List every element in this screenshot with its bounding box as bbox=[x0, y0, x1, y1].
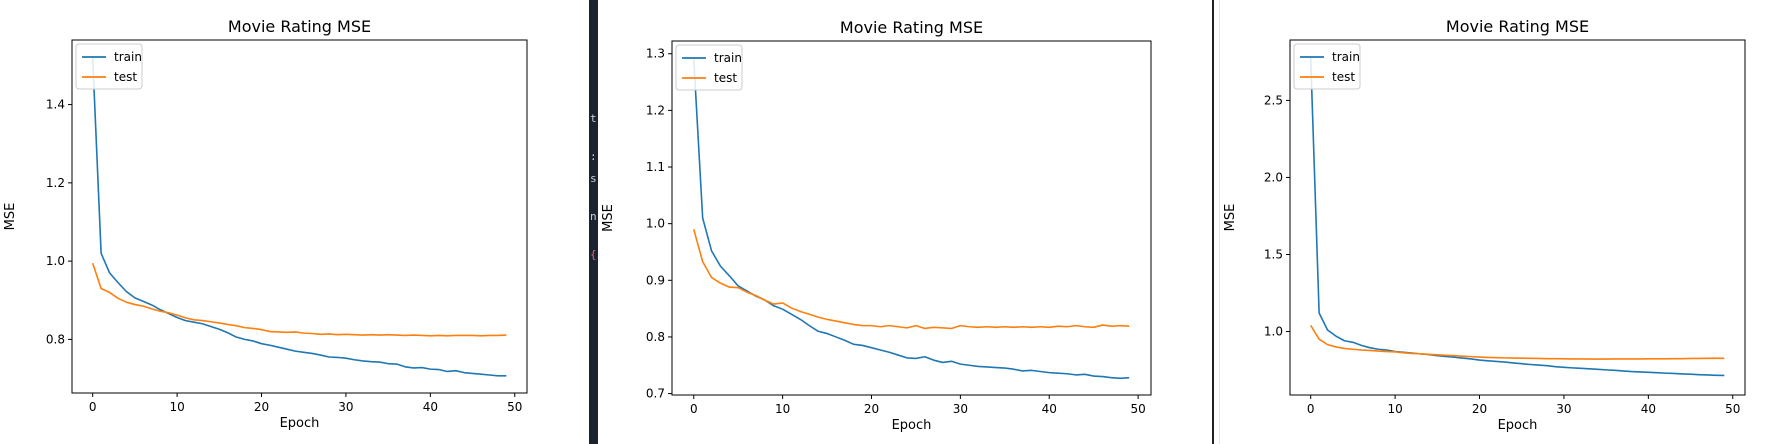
legend-label-test: test bbox=[114, 70, 137, 84]
series-line-test bbox=[1309, 324, 1725, 360]
plot-frame bbox=[71, 39, 528, 394]
y-tick-label: 1.2 bbox=[46, 176, 65, 190]
terminal-glyph-5: {i bbox=[590, 248, 598, 261]
y-tick-label: 2.5 bbox=[1264, 93, 1283, 107]
terminal-glyph-1: t bbox=[590, 112, 597, 125]
series-line-test bbox=[91, 262, 507, 337]
chart-title: Movie Rating MSE bbox=[228, 17, 371, 36]
legend-label-train: train bbox=[1332, 50, 1360, 64]
y-tick-label: 2.0 bbox=[1264, 170, 1283, 184]
x-tick-label: 10 bbox=[1387, 402, 1402, 416]
legend-label-train: train bbox=[714, 51, 742, 65]
y-tick-label: 0.7 bbox=[646, 387, 665, 401]
chart-panel-3: Movie Rating MSE 0 10 20 30 40 50 1.0 1.5 2.0 2.5 E… bbox=[1220, 0, 1787, 444]
legend-label-train: train bbox=[114, 50, 142, 64]
y-tick-label: 1.5 bbox=[1264, 247, 1283, 261]
y-tick-label: 1.0 bbox=[646, 217, 665, 231]
mse-chart-2: Movie Rating MSE 0 10 20 30 40 50 0.7 0.8 0.9 1.0 1… bbox=[601, 18, 1152, 433]
x-tick-label: 0 bbox=[690, 402, 698, 416]
series-line-train bbox=[91, 57, 507, 377]
x-tick-label: 0 bbox=[89, 400, 97, 414]
series-line-test bbox=[692, 229, 1130, 330]
x-tick-label: 40 bbox=[1042, 402, 1057, 416]
x-tick-label: 40 bbox=[423, 400, 438, 414]
series-line-train bbox=[1309, 57, 1725, 377]
chart-panel-1: Movie Rating MSE 0 10 20 30 40 50 0.8 1.0 1.2 1.4 E… bbox=[0, 0, 589, 444]
x-tick-label: 10 bbox=[775, 402, 790, 416]
x-tick-label: 20 bbox=[1472, 402, 1487, 416]
mse-chart-3: Movie Rating MSE 0 10 20 30 40 50 1.0 1.5 2.0 2.5 E… bbox=[1223, 17, 1746, 433]
chart-title: Movie Rating MSE bbox=[840, 18, 983, 37]
terminal-glyph-2: : bbox=[590, 150, 597, 163]
y-tick-label: 1.3 bbox=[646, 47, 665, 61]
y-axis-label: MSE bbox=[1223, 204, 1238, 232]
chart-title: Movie Rating MSE bbox=[1446, 17, 1589, 36]
series-line-train bbox=[692, 59, 1130, 380]
x-axis-label: Epoch bbox=[892, 418, 932, 433]
x-tick-label: 10 bbox=[169, 400, 184, 414]
x-tick-label: 40 bbox=[1641, 402, 1656, 416]
y-axis-label: MSE bbox=[3, 203, 18, 231]
x-tick-label: 50 bbox=[507, 400, 522, 414]
y-tick-label: 0.8 bbox=[46, 332, 65, 346]
terminal-glyph-4: n bbox=[590, 210, 597, 223]
window-divider bbox=[1212, 0, 1214, 444]
plot-frame bbox=[671, 40, 1152, 396]
x-tick-label: 50 bbox=[1130, 402, 1145, 416]
x-tick-label: 20 bbox=[864, 402, 879, 416]
y-tick-label: 1.0 bbox=[1264, 325, 1283, 339]
y-tick-label: 1.4 bbox=[46, 98, 65, 112]
y-tick-label: 0.8 bbox=[646, 330, 665, 344]
y-tick-label: 1.0 bbox=[46, 254, 65, 268]
y-tick-label: 1.2 bbox=[646, 103, 665, 117]
x-axis-label: Epoch bbox=[1498, 418, 1538, 433]
y-axis-label: MSE bbox=[601, 204, 616, 232]
legend-label-test: test bbox=[714, 71, 737, 85]
x-tick-label: 20 bbox=[254, 400, 269, 414]
window-edge bbox=[1219, 0, 1220, 444]
x-tick-label: 30 bbox=[953, 402, 968, 416]
terminal-strip: t : s n {i bbox=[589, 0, 598, 444]
x-tick-label: 0 bbox=[1307, 402, 1315, 416]
plot-frame bbox=[1289, 39, 1746, 396]
mse-chart-1: Movie Rating MSE 0 10 20 30 40 50 0.8 1.0 1.2 1.4 E… bbox=[3, 17, 528, 431]
chart-panel-2: Movie Rating MSE 0 10 20 30 40 50 0.7 0.8 0.9 1.0 1… bbox=[598, 0, 1212, 444]
terminal-glyph-3: s bbox=[590, 172, 597, 185]
x-tick-label: 50 bbox=[1725, 402, 1740, 416]
y-tick-label: 1.1 bbox=[646, 160, 665, 174]
x-tick-label: 30 bbox=[1556, 402, 1571, 416]
x-tick-label: 30 bbox=[338, 400, 353, 414]
legend-label-test: test bbox=[1332, 70, 1355, 84]
x-axis-label: Epoch bbox=[280, 416, 320, 431]
y-tick-label: 0.9 bbox=[646, 273, 665, 287]
